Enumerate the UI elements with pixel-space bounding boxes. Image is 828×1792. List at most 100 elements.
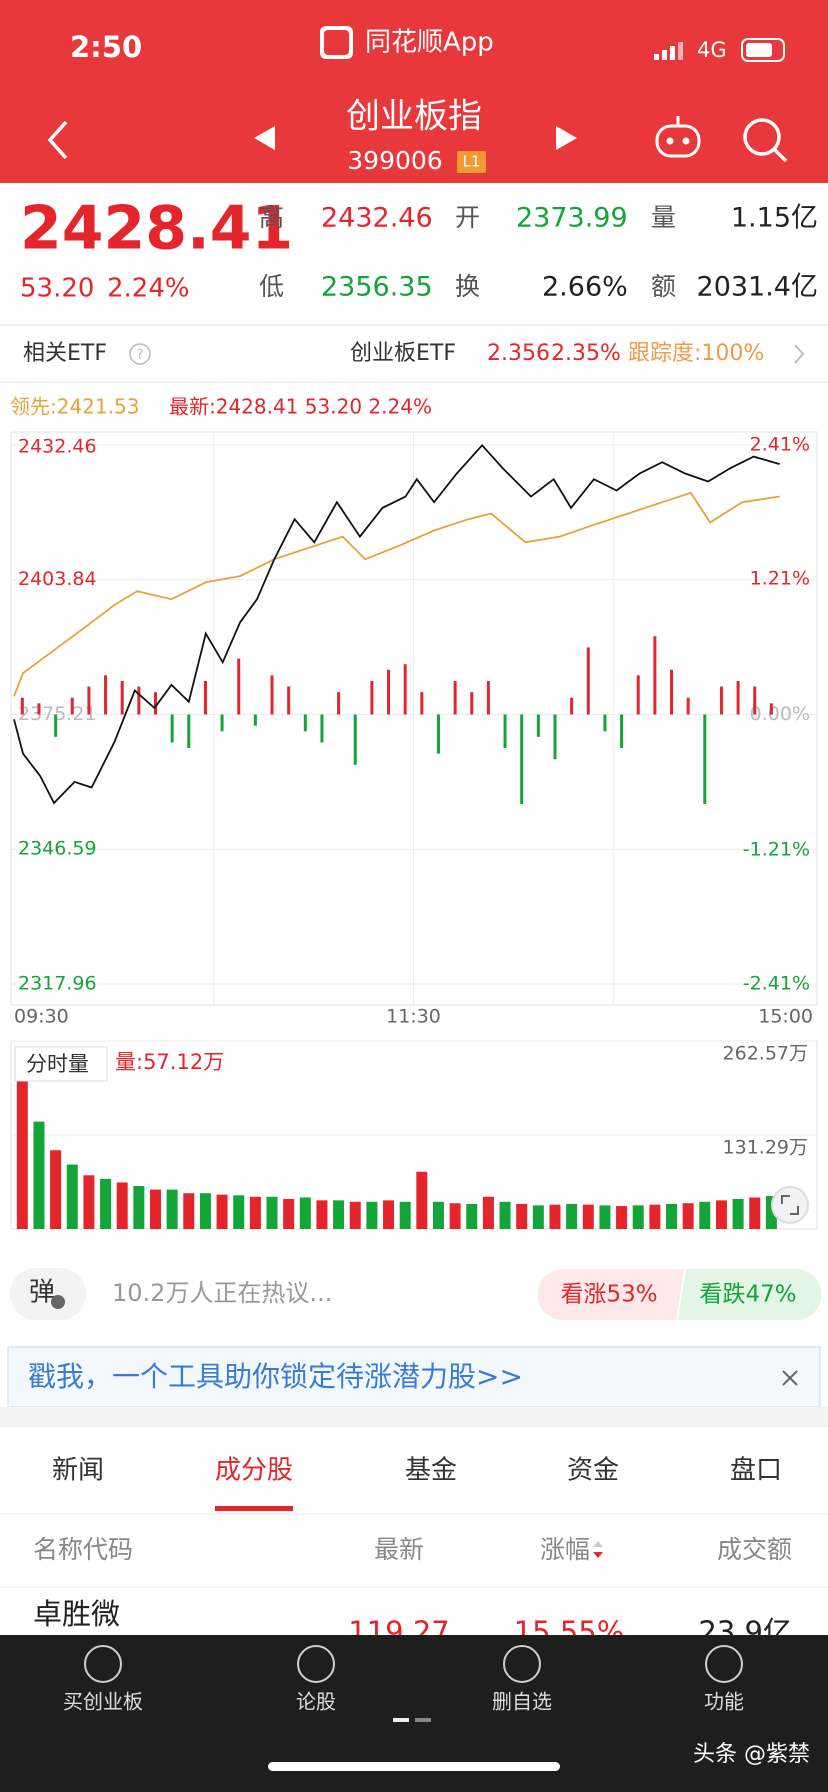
help-icon[interactable]	[129, 343, 151, 365]
sort-up	[593, 1541, 603, 1547]
flow-bar	[670, 669, 674, 715]
field-label: 换	[455, 272, 480, 301]
etf-change: 2.35%	[551, 341, 621, 366]
field-label: 量	[651, 203, 676, 232]
flow-bar	[769, 703, 773, 715]
column-header[interactable]: 涨幅	[540, 1535, 590, 1564]
volume-bar	[233, 1195, 245, 1229]
x-tick-label: 11:30	[386, 1006, 441, 1028]
flow-bar	[353, 714, 357, 765]
flow-bar	[104, 675, 108, 715]
nav-icon[interactable]	[297, 1645, 335, 1683]
status-app: 同花顺App	[365, 28, 494, 58]
y2-tick-label: -2.41%	[743, 973, 810, 995]
chart-lead: 领先:2421.53	[10, 395, 139, 419]
level-badge	[457, 151, 486, 173]
volume-bar	[449, 1203, 461, 1229]
flow-bar	[320, 714, 324, 743]
volume-bar	[283, 1198, 295, 1229]
volume-bar	[383, 1200, 395, 1229]
flow-bar	[636, 675, 640, 715]
status-network: 4G	[697, 38, 727, 62]
etf-chevron[interactable]	[794, 344, 805, 364]
volume-bar	[316, 1200, 328, 1229]
nav-label[interactable]: 买创业板	[63, 1690, 143, 1714]
volume-bar	[582, 1204, 594, 1229]
change-pct: 2.24%	[107, 274, 190, 304]
flow-bar	[470, 692, 474, 715]
tab[interactable]: 新闻	[52, 1456, 104, 1486]
column-header: 最新	[374, 1535, 424, 1564]
intraday-plot: 2432.46 2403.84 2375.21 2346.59 2317.96 2.41%…	[11, 432, 817, 1028]
flow-bar	[486, 680, 490, 715]
banner[interactable]	[7, 1346, 821, 1408]
flow-bar	[87, 686, 91, 715]
field-value: 2373.99	[516, 203, 628, 234]
nav-label[interactable]: 论股	[296, 1690, 336, 1714]
section-gap	[0, 1407, 828, 1427]
volume-bar	[16, 1057, 28, 1229]
back-button[interactable]	[47, 120, 68, 160]
volume-bar	[149, 1189, 161, 1229]
danmu-pill[interactable]	[10, 1268, 86, 1320]
volume-bar	[482, 1196, 494, 1229]
volume-bar	[566, 1203, 578, 1229]
prev-button[interactable]	[254, 126, 275, 150]
y-tick-label: 2403.84	[18, 568, 97, 590]
bottom-nav-items: 买创业板 论股 删自选 功能	[63, 1645, 744, 1714]
field-label: 开	[455, 203, 480, 232]
tab[interactable]: 盘口	[730, 1456, 782, 1486]
flow-bar	[436, 714, 440, 754]
volume-bar	[100, 1178, 112, 1229]
flow-bar	[653, 636, 657, 715]
volume-bar	[116, 1182, 128, 1229]
volume-bar	[33, 1121, 45, 1229]
tab-indicator	[215, 1506, 293, 1511]
app-icon-inner	[324, 30, 349, 55]
tab[interactable]: 基金	[405, 1456, 457, 1486]
volume-bar	[199, 1193, 211, 1229]
volume-bar	[416, 1171, 428, 1229]
volume-bar	[682, 1203, 694, 1229]
nav-label[interactable]: 删自选	[492, 1690, 552, 1714]
tab[interactable]: 资金	[567, 1456, 619, 1486]
volume-bar	[499, 1201, 511, 1229]
nav-icon[interactable]	[84, 1645, 122, 1683]
etf-label: 相关ETF	[23, 341, 107, 366]
y2-tick-label: 0.00%	[750, 703, 810, 725]
flow-bar	[387, 669, 391, 715]
bear-button[interactable]	[678, 1269, 822, 1320]
flow-bar	[420, 692, 424, 715]
cell-name[interactable]: 卓胜微	[33, 1597, 120, 1631]
volume-bar	[599, 1205, 611, 1229]
banner-close[interactable]	[782, 1370, 798, 1386]
tab[interactable]: 成分股	[215, 1456, 293, 1486]
flow-bar	[620, 714, 624, 749]
nav-icon[interactable]	[503, 1645, 541, 1683]
bull-button[interactable]	[537, 1269, 685, 1320]
volume-title-box	[14, 1046, 108, 1082]
volume-bar	[83, 1175, 95, 1229]
etf-name: 创业板ETF	[350, 341, 456, 366]
volume-bar	[532, 1205, 544, 1229]
volume-bar	[299, 1197, 311, 1229]
tab-bar: 新闻 成分股 基金 资金 盘口	[52, 1456, 782, 1511]
expand-icon[interactable]	[771, 1186, 809, 1224]
flow-bar	[220, 714, 224, 732]
y-tick-label: 2317.96	[18, 973, 97, 995]
y-tick-label: 2375.21	[18, 703, 97, 725]
volume-bar	[66, 1164, 78, 1229]
page-dot	[393, 1718, 409, 1722]
discussion-text: 10.2万人正在热议...	[112, 1279, 332, 1307]
nav-label[interactable]: 功能	[704, 1690, 744, 1714]
robot-icon[interactable]	[655, 116, 701, 158]
volume-bar	[616, 1206, 628, 1229]
next-button[interactable]	[556, 126, 577, 150]
nav-icon[interactable]	[705, 1645, 743, 1683]
field-label: 额	[651, 272, 676, 301]
search-icon[interactable]	[743, 118, 788, 163]
flow-bar	[570, 697, 574, 715]
volume-bar	[166, 1189, 178, 1229]
etf-tracking: 跟踪度:100%	[628, 341, 764, 366]
